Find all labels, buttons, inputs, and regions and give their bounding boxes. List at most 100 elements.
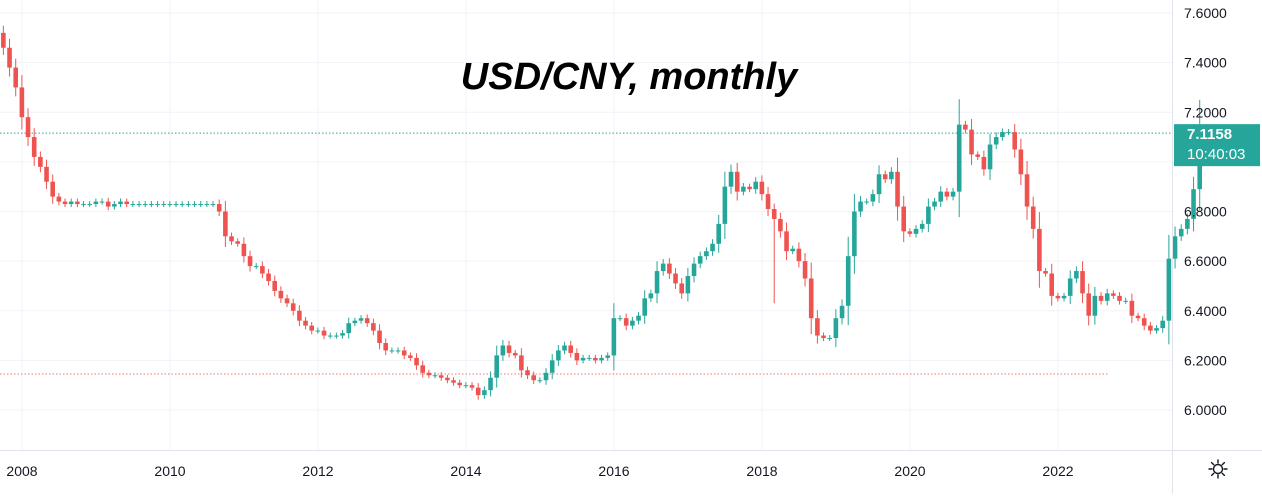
candle-body — [519, 355, 524, 371]
candle-body — [161, 204, 167, 206]
candle-body — [13, 67, 19, 88]
candle-body — [371, 323, 376, 331]
candle-body — [1086, 293, 1092, 316]
reference-lines — [0, 132, 1172, 375]
candle-body — [87, 204, 93, 206]
candle-body — [679, 283, 685, 294]
candle-body — [346, 323, 352, 334]
candle-body — [25, 117, 31, 138]
candle-body — [290, 303, 296, 311]
candle-body — [253, 266, 259, 268]
candle-body — [734, 171, 740, 192]
candle-body — [963, 124, 968, 130]
price-markers: 7.1158 10:40:03 — [1174, 124, 1260, 167]
candle-body — [667, 263, 672, 274]
candle-body — [753, 181, 759, 190]
candle-body — [198, 204, 204, 206]
x-tick-label: 2012 — [302, 463, 333, 479]
settings-gear-icon[interactable] — [1206, 457, 1230, 481]
candle-body — [260, 266, 265, 274]
candle-body — [500, 345, 506, 356]
y-tick-label: 7.2000 — [1184, 104, 1227, 120]
candle-body — [808, 278, 814, 319]
candle-body — [266, 273, 271, 281]
candle-body — [685, 276, 691, 294]
candle-body — [494, 355, 500, 378]
candle-body — [38, 156, 43, 167]
x-tick-label: 2022 — [1042, 463, 1073, 479]
last-price-label: 7.1158 — [1187, 126, 1232, 143]
candle-body — [457, 382, 463, 386]
candle-body — [56, 196, 62, 202]
candle-body — [710, 243, 715, 252]
candle-body — [895, 171, 900, 207]
candle-body — [44, 166, 49, 182]
candle-body — [759, 181, 765, 195]
candle-body — [821, 335, 826, 339]
candle-body — [1148, 325, 1153, 331]
candle-body — [179, 204, 185, 206]
candle-body — [580, 357, 586, 361]
candle-body — [549, 360, 555, 373]
candle-body — [340, 333, 345, 336]
candle-body — [142, 204, 148, 206]
candle-body — [475, 387, 481, 396]
candle-body — [605, 355, 611, 358]
candle-body — [327, 335, 333, 337]
candle-body — [364, 318, 370, 324]
candle-body — [278, 290, 284, 299]
candle-body — [321, 330, 327, 336]
x-tick-label: 2008 — [6, 463, 37, 479]
chart-title-wrap: USD/CNY, monthly — [0, 56, 1262, 99]
candle-body — [691, 263, 697, 277]
candle-body — [352, 320, 358, 324]
candle-body — [389, 350, 395, 352]
y-tick-label: 6.4000 — [1184, 303, 1227, 319]
candle-body — [167, 204, 173, 206]
candle-body — [118, 201, 123, 205]
candle-body — [438, 375, 444, 378]
candle-body — [1185, 218, 1190, 229]
candle-body — [704, 251, 709, 257]
y-tick-label: 6.0000 — [1184, 402, 1227, 418]
candle-body — [451, 380, 456, 383]
candle-body — [1191, 189, 1196, 219]
candle-body — [1043, 271, 1048, 274]
candle-body — [1000, 132, 1005, 138]
candle-body — [747, 186, 752, 190]
candle-body — [950, 191, 956, 197]
candle-body — [426, 372, 432, 376]
candle-body — [784, 231, 789, 252]
candle-body — [105, 201, 111, 207]
candle-body — [1030, 206, 1036, 229]
candle-body — [377, 330, 382, 344]
candle-body — [7, 47, 12, 68]
candle-body — [599, 357, 604, 361]
candle-body — [272, 280, 278, 291]
candle-body — [155, 204, 160, 206]
candle-body — [210, 204, 216, 206]
candle-body — [987, 144, 993, 170]
candle-body — [1104, 293, 1110, 301]
candle-body — [815, 318, 820, 336]
candle-body — [623, 318, 629, 326]
candle-body — [525, 370, 530, 376]
candle-body — [969, 129, 974, 155]
candle-body — [62, 201, 68, 205]
candle-body — [334, 335, 339, 337]
candle-body — [1178, 228, 1184, 237]
candle-body — [556, 350, 561, 361]
x-tick-label: 2018 — [746, 463, 777, 479]
candle-body — [192, 204, 197, 206]
candle-body — [235, 241, 241, 244]
candle-body — [654, 271, 660, 294]
candle-body — [1037, 228, 1042, 272]
candle-body — [1006, 132, 1011, 134]
candle-body — [586, 357, 592, 359]
candle-body — [833, 318, 839, 339]
candle-body — [882, 174, 888, 180]
candle-body — [149, 204, 154, 206]
